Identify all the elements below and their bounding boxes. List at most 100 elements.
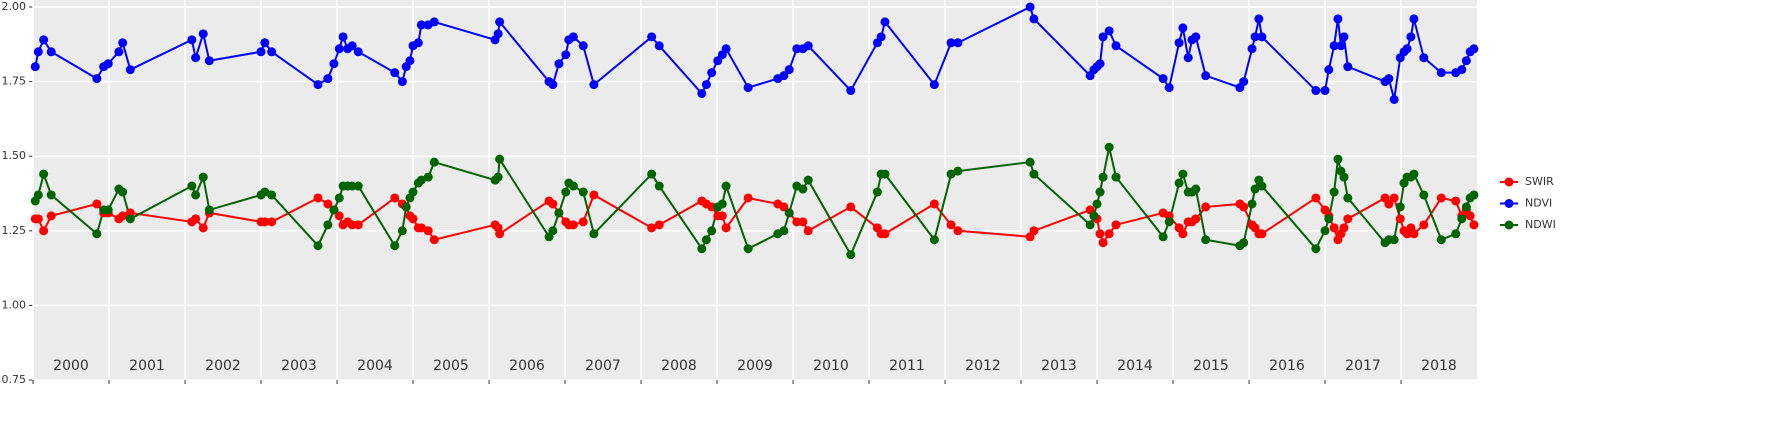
data-point (329, 59, 339, 69)
data-point (1451, 196, 1461, 206)
data-point (1320, 226, 1330, 236)
data-point (1311, 86, 1321, 96)
year-label: 2011 (889, 358, 925, 374)
data-point (1191, 32, 1201, 42)
data-point (654, 41, 664, 51)
data-point (429, 17, 439, 27)
data-point (1419, 190, 1429, 200)
data-point (803, 41, 813, 51)
data-point (946, 169, 956, 179)
data-point (1239, 238, 1249, 248)
data-point (1174, 178, 1184, 188)
data-point (1250, 32, 1260, 42)
data-point (721, 44, 731, 54)
data-point (743, 193, 753, 203)
data-point (39, 169, 49, 179)
data-point (1250, 184, 1260, 194)
data-point (880, 17, 890, 27)
data-point (647, 169, 657, 179)
data-point (429, 235, 439, 245)
data-point (578, 187, 588, 197)
data-point (779, 226, 789, 236)
data-point (561, 50, 571, 60)
data-point (92, 199, 102, 209)
data-point (1257, 181, 1267, 191)
data-point (1409, 14, 1419, 24)
data-point (1174, 38, 1184, 48)
data-point (1409, 229, 1419, 239)
data-point (204, 56, 214, 66)
data-point (408, 187, 418, 197)
data-point (1178, 229, 1188, 239)
data-point (721, 181, 731, 191)
data-point (1384, 74, 1394, 84)
data-point (1158, 232, 1168, 242)
data-point (1095, 59, 1105, 69)
data-point (1343, 62, 1353, 72)
year-label: 2013 (1041, 358, 1077, 374)
data-point (267, 217, 277, 227)
data-point (953, 38, 963, 48)
data-point (548, 226, 558, 236)
data-point (260, 38, 270, 48)
data-point (1457, 214, 1467, 224)
data-point (114, 47, 124, 57)
data-point (125, 214, 135, 224)
data-point (323, 220, 333, 230)
data-point (118, 187, 128, 197)
data-point (1384, 199, 1394, 209)
data-point (589, 80, 599, 90)
legend-label: NDWI (1525, 218, 1556, 231)
data-point (779, 71, 789, 81)
data-point (416, 223, 426, 233)
data-point (743, 244, 753, 254)
data-point (707, 226, 717, 236)
year-label: 2014 (1117, 358, 1153, 374)
data-point (798, 217, 808, 227)
data-point (187, 181, 197, 191)
data-point (1089, 211, 1099, 221)
data-point (876, 32, 886, 42)
data-point (204, 205, 214, 215)
data-point (1419, 53, 1429, 63)
data-point (33, 214, 43, 224)
data-point (929, 235, 939, 245)
legend-dot (1504, 220, 1514, 230)
data-point (548, 80, 558, 90)
data-point (334, 44, 344, 54)
data-point (1469, 220, 1479, 230)
data-point (701, 235, 711, 245)
legend: SWIR NDVI NDWI (1500, 175, 1556, 231)
legend-dot (1504, 177, 1514, 187)
data-point (743, 83, 753, 93)
data-point (1461, 202, 1471, 212)
data-point (798, 184, 808, 194)
data-point (1311, 244, 1321, 254)
data-point (1095, 229, 1105, 239)
data-point (1389, 193, 1399, 203)
data-point (953, 166, 963, 176)
data-point (103, 59, 113, 69)
data-point (313, 193, 323, 203)
data-point (1465, 211, 1475, 221)
data-point (313, 241, 323, 251)
data-point (39, 226, 49, 236)
year-label: 2015 (1193, 358, 1229, 374)
legend-label: SWIR (1525, 175, 1554, 188)
year-label: 2004 (357, 358, 393, 374)
data-point (397, 226, 407, 236)
data-point (647, 32, 657, 42)
data-point (1436, 193, 1446, 203)
y-tick-label: 1.00 (2, 298, 27, 311)
data-point (408, 214, 418, 224)
data-point (191, 190, 201, 200)
data-point (1111, 41, 1121, 51)
data-point (1025, 157, 1035, 167)
y-tick-label: 1.75 (2, 75, 27, 88)
data-point (1419, 220, 1429, 230)
data-point (1409, 169, 1419, 179)
data-point (191, 53, 201, 63)
data-point (1239, 202, 1249, 212)
data-point (401, 202, 411, 212)
